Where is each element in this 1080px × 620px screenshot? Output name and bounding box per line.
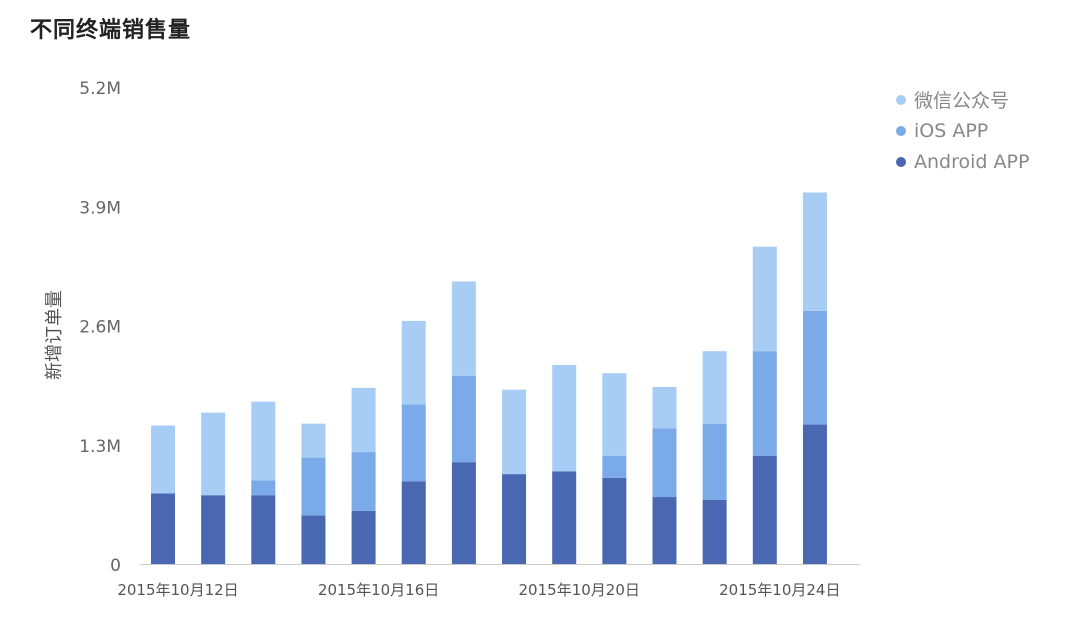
bar-segment-wechat <box>451 281 476 376</box>
bar-segment-ios <box>451 375 476 463</box>
legend: 微信公众号 iOS APP Android APP <box>896 84 1029 177</box>
bar-segment-android <box>652 497 677 564</box>
bar-segment-android <box>151 493 175 564</box>
bar-segment-android <box>451 462 476 564</box>
bar-segment-ios <box>602 455 627 478</box>
x-tick-label: 2015年10月24日 <box>719 581 840 599</box>
bar-segment-wechat <box>502 389 527 475</box>
bar-segment-wechat <box>301 423 326 458</box>
y-tick-label: 3.9M <box>79 198 121 218</box>
bar-segment-android <box>502 474 527 564</box>
bar-segment-wechat <box>652 386 677 429</box>
legend-item-wechat[interactable]: 微信公众号 <box>896 84 1029 115</box>
legend-label-ios: iOS APP <box>914 119 989 142</box>
legend-item-ios[interactable]: iOS APP <box>896 115 1029 146</box>
bar-segment-wechat <box>602 373 627 456</box>
legend-dot-android <box>896 156 906 167</box>
y-tick-label: 1.3M <box>79 437 121 457</box>
bar-segment-wechat <box>251 401 276 481</box>
bar-segment-ios <box>301 457 326 516</box>
bar-segment-wechat <box>752 246 777 352</box>
bar-segment-ios <box>401 404 426 482</box>
bar-segment-wechat <box>401 320 426 405</box>
bar-segment-wechat <box>351 387 376 453</box>
bar-segment-android <box>702 499 727 564</box>
bar-segment-android <box>552 471 577 564</box>
bar-segment-wechat <box>552 364 577 472</box>
legend-dot-ios <box>896 125 906 136</box>
bar-segment-android <box>802 424 827 564</box>
y-tick-label: 5.2M <box>79 79 121 99</box>
bar-segment-ios <box>351 452 376 511</box>
bar-segment-wechat <box>151 425 175 494</box>
bar-segment-wechat <box>802 192 827 311</box>
chart-title: 不同终端销售量 <box>30 18 192 43</box>
legend-label-wechat: 微信公众号 <box>914 90 1010 112</box>
bar-segment-android <box>201 495 226 564</box>
bar-segment-ios <box>802 310 827 425</box>
bar-segment-ios <box>702 423 727 500</box>
legend-item-android[interactable]: Android APP <box>896 146 1029 177</box>
bar-segment-wechat <box>702 351 727 424</box>
bar-segment-android <box>251 495 276 564</box>
bar-segment-ios <box>752 351 777 456</box>
bar-segment-android <box>401 481 426 564</box>
y-tick-label: 2.6M <box>79 318 121 338</box>
x-tick-label: 2015年10月20日 <box>519 581 640 599</box>
legend-dot-wechat <box>896 94 906 105</box>
bar-segment-android <box>752 455 777 564</box>
y-tick-label: 0 <box>110 556 121 576</box>
bar-segment-android <box>351 510 376 564</box>
bar-segment-ios <box>251 480 276 496</box>
x-tick-label: 2015年10月16日 <box>318 581 439 599</box>
x-tick-label: 2015年10月12日 <box>117 581 238 599</box>
bar-segment-ios <box>652 428 677 498</box>
bar-segment-android <box>602 477 627 564</box>
bar-segment-wechat <box>201 412 226 496</box>
legend-label-android: Android APP <box>914 150 1030 173</box>
bar-segment-android <box>301 515 326 564</box>
